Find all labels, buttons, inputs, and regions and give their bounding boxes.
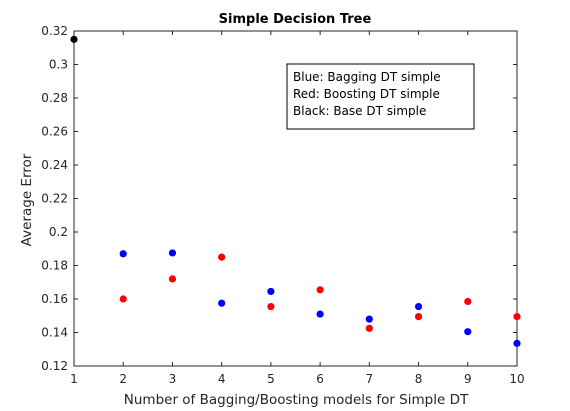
x-axis-label: Number of Bagging/Boosting models for Si…: [124, 392, 469, 408]
y-axis-label: Average Error: [19, 153, 35, 246]
y-tick-label: 0.18: [41, 259, 68, 273]
y-tick-label: 0.3: [49, 58, 68, 72]
data-points: [70, 35, 521, 347]
data-point-series-0: [168, 249, 177, 257]
data-point-series-2: [70, 35, 78, 43]
data-point-series-1: [464, 297, 472, 306]
x-tick-label: 9: [464, 372, 472, 386]
x-tick-label: 2: [119, 372, 127, 386]
data-point-series-1: [168, 275, 177, 283]
data-point-series-0: [365, 315, 373, 323]
x-tick-label: 3: [169, 372, 177, 386]
data-point-series-1: [365, 324, 373, 332]
data-point-series-0: [267, 287, 275, 296]
y-tick-label: 0.2: [49, 225, 68, 239]
data-point-series-0: [414, 302, 423, 311]
x-tick-label: 5: [267, 372, 275, 386]
data-point-series-1: [414, 312, 423, 321]
y-axis-ticks: 0.12 0.14 0.16 0.18 0.2 0.22 0.24 0.26 0.28 0.3 0.…: [41, 24, 517, 373]
x-tick-label: 10: [509, 372, 524, 386]
y-tick-label: 0.16: [41, 292, 68, 306]
data-point-series-0: [464, 328, 472, 336]
legend: Blue: Bagging DT simple Red: Boosting DT …: [286, 63, 475, 130]
x-tick-label: 7: [366, 372, 374, 386]
y-tick-label: 0.22: [41, 192, 68, 206]
x-axis-ticks: 1 2 3 4 5 6 7 8 9 10: [70, 31, 525, 386]
legend-entry: Blue: Bagging DT simple: [293, 70, 441, 84]
data-point-series-1: [119, 295, 127, 303]
legend-box: [286, 63, 475, 130]
data-point-series-0: [119, 250, 127, 258]
y-tick-label: 0.32: [41, 24, 68, 38]
legend-entry: Red: Boosting DT simple: [293, 87, 440, 101]
data-point-series-1: [218, 253, 226, 261]
data-point-series-1: [316, 286, 324, 294]
y-tick-label: 0.12: [41, 359, 68, 373]
y-tick-label: 0.26: [41, 125, 68, 139]
data-point-series-1: [513, 312, 521, 321]
x-tick-label: 4: [218, 372, 226, 386]
y-tick-label: 0.24: [41, 158, 68, 172]
x-tick-label: 8: [415, 372, 423, 386]
x-tick-label: 1: [70, 372, 78, 386]
data-point-series-0: [513, 339, 521, 347]
data-point-series-1: [267, 302, 275, 311]
y-tick-label: 0.14: [41, 326, 68, 340]
chart-title: Simple Decision Tree: [219, 12, 372, 27]
data-point-series-0: [316, 310, 324, 318]
legend-entry: Black: Base DT simple: [293, 104, 426, 118]
data-point-series-0: [218, 299, 226, 307]
y-tick-label: 0.28: [41, 91, 68, 105]
x-tick-label: 6: [316, 372, 324, 386]
